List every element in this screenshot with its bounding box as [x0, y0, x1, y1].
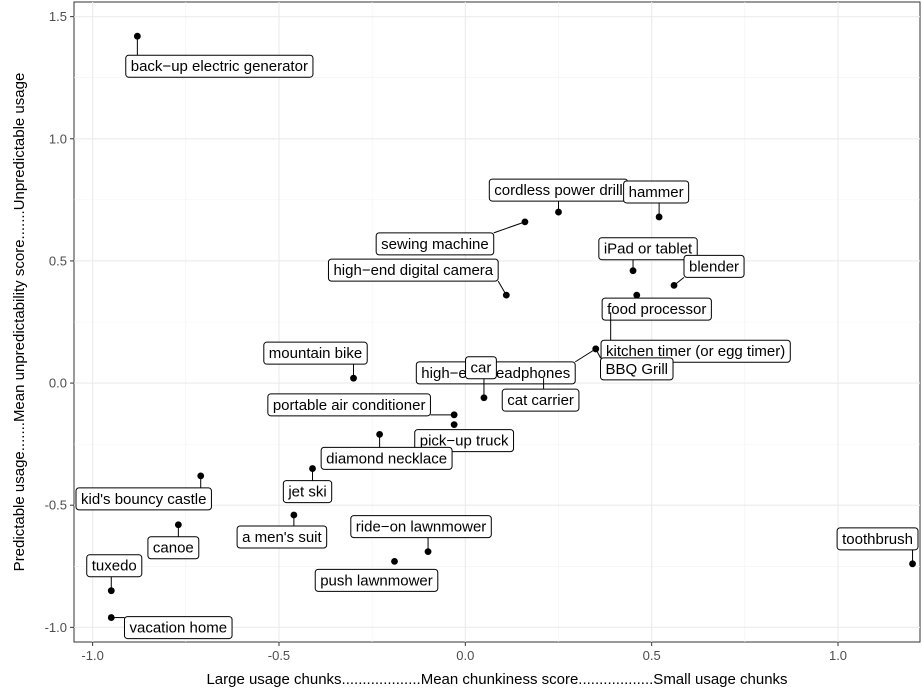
- data-point: [555, 208, 562, 216]
- x-tick-label: -1.0: [81, 648, 103, 663]
- point-label-box: [75, 487, 212, 511]
- label-leader-line: [493, 221, 526, 234]
- point-label-box: [263, 341, 368, 365]
- point-label: car: [471, 360, 492, 377]
- y-axis-title: Predictable usage.......Mean unpredictab…: [11, 73, 28, 572]
- point-label-box: [327, 258, 499, 282]
- y-tick-label: -0.5: [45, 498, 67, 513]
- data-point: [391, 557, 398, 565]
- point-label: high−end digital camera: [333, 262, 493, 279]
- point-label-box: [350, 515, 492, 539]
- point-label-box: [601, 297, 712, 321]
- x-tick-label: 0.5: [643, 648, 661, 663]
- point-label-box: [836, 527, 919, 551]
- point-label: mountain bike: [269, 345, 362, 362]
- point-label: tuxedo: [92, 558, 137, 575]
- data-point: [174, 521, 182, 529]
- point-label-box: [320, 446, 453, 470]
- data-point: [450, 421, 458, 428]
- point-label-box: [125, 54, 314, 78]
- label-leader-line: [574, 348, 597, 363]
- label-leader-line: [497, 280, 507, 296]
- x-tick-label: 0.0: [456, 648, 474, 663]
- point-label-box: [314, 568, 439, 592]
- data-point: [633, 291, 641, 299]
- point-label-box: [375, 232, 495, 256]
- point-label: food processor: [607, 301, 706, 318]
- y-tick-label: 0.5: [49, 253, 67, 268]
- axis-ticks: -1.0 -0.5 0.0 0.5 1.0 -1.0 -0.5 0.0 0.5 1.0 1.5: [45, 9, 847, 663]
- point-label-box: [123, 616, 233, 640]
- point-label-box: [236, 525, 328, 549]
- point-label-box: [414, 429, 515, 453]
- point-label: a men's suit: [242, 529, 322, 546]
- point-label: hammer: [629, 184, 684, 201]
- point-label-box: [267, 393, 431, 417]
- point-label: ride−on lawnmower: [356, 519, 486, 536]
- label-leader-line: [673, 276, 685, 286]
- point-label-box: [282, 480, 333, 504]
- point-label: kitchen timer (or egg timer): [606, 343, 785, 360]
- point-label-box: [600, 357, 674, 381]
- point-labels: back−up electric generator cordless power…: [75, 36, 919, 640]
- point-label: jet ski: [287, 484, 326, 501]
- data-point: [655, 213, 663, 221]
- point-label: BBQ Grill: [606, 361, 669, 378]
- point-label: iPad or tablet: [604, 241, 693, 258]
- point-label: pick−up truck: [420, 433, 509, 450]
- point-label: blender: [689, 258, 739, 275]
- point-label-box: [623, 180, 690, 204]
- point-label-box: [598, 237, 698, 261]
- point-label-box: [86, 554, 143, 578]
- point-label: canoe: [153, 540, 194, 557]
- point-label-box: [147, 536, 200, 560]
- point-label-box: [600, 339, 791, 363]
- point-label-box: [683, 254, 745, 278]
- y-tick-label: -1.0: [45, 620, 67, 635]
- y-tick-label: 1.5: [49, 9, 67, 24]
- label-leader-line: [595, 348, 601, 359]
- y-tick-label: 0.0: [49, 376, 67, 391]
- data-point: [133, 32, 141, 40]
- x-tick-label: 1.0: [829, 648, 847, 663]
- point-label: push lawnmower: [320, 572, 433, 589]
- point-label: portable air conditioner: [273, 397, 426, 414]
- point-label: toothbrush: [842, 531, 913, 548]
- point-label: cordless power drill: [494, 182, 622, 199]
- x-axis-title: Large usage chunks...................Mea…: [206, 671, 787, 688]
- point-label-box: [501, 388, 580, 412]
- point-label: back−up electric generator: [131, 58, 308, 75]
- point-label: kid's bouncy castle: [81, 491, 206, 508]
- point-label: cat carrier: [507, 392, 574, 409]
- x-tick-label: -0.5: [268, 648, 290, 663]
- point-label: diamond necklace: [326, 450, 447, 467]
- point-label: vacation home: [129, 620, 227, 637]
- point-label-box: [465, 356, 497, 380]
- y-tick-label: 1.0: [49, 131, 67, 146]
- point-label: sewing machine: [381, 236, 489, 253]
